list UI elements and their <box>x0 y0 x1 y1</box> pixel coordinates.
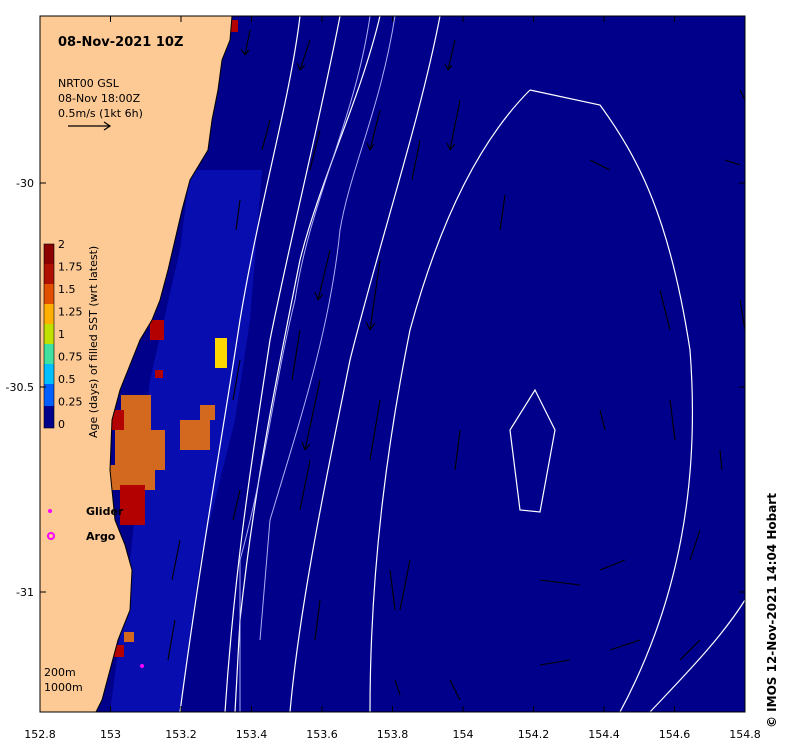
colorbar-tick-label: 1.75 <box>58 261 83 274</box>
argo-marker-icon <box>47 532 55 540</box>
x-tick-label: 154.2 <box>518 728 550 741</box>
y-tick-label: -31 <box>16 586 34 599</box>
colorbar-tick-label: 0.5 <box>58 373 76 386</box>
x-tick-label: 153.4 <box>236 728 268 741</box>
map-title: 08-Nov-2021 10Z <box>58 35 183 50</box>
isobath-lines <box>239 15 396 712</box>
x-tick-label: 154.4 <box>588 728 620 741</box>
x-tick-label: 152.8 <box>24 728 56 741</box>
current-time-label: 08-Nov 18:00Z <box>58 92 141 105</box>
credit-text: © IMOS 12-Nov-2021 14:04 Hobart <box>765 493 779 728</box>
x-tick-label: 153.6 <box>306 728 338 741</box>
colorbar <box>43 243 55 429</box>
colorbar-tick-label: 0 <box>58 418 65 431</box>
colorbar-tick-label: 0.25 <box>58 396 83 409</box>
y-tick-label: -30 <box>16 177 34 190</box>
x-tick-label: 153.2 <box>165 728 197 741</box>
current-scale-label: 0.5m/s (1kt 6h) <box>58 107 143 120</box>
land-mass <box>39 15 233 713</box>
isobath-1000-label: 1000m <box>44 681 83 694</box>
ssh-contours <box>179 15 746 713</box>
scale-arrow <box>68 121 112 131</box>
y-tick-label: -30.5 <box>6 381 34 394</box>
x-tick-label: 153.8 <box>377 728 409 741</box>
x-tick-label: 154 <box>453 728 474 741</box>
isobath-200-label: 200m <box>44 666 76 679</box>
current-vectors <box>167 29 746 701</box>
glider-legend-label: Glider <box>86 505 124 518</box>
colorbar-tick-label: 0.75 <box>58 351 83 364</box>
glider-position-icon <box>140 664 144 668</box>
x-tick-label: 153 <box>100 728 121 741</box>
glider-marker-icon <box>48 509 52 513</box>
colorbar-tick-label: 1 <box>58 328 65 341</box>
x-tick-label: 154.6 <box>659 728 691 741</box>
colorbar-tick-label: 2 <box>58 238 65 251</box>
x-tick-label: 154.8 <box>729 728 761 741</box>
argo-legend-label: Argo <box>86 530 116 543</box>
y-axis: -30 -30.5 -31 <box>6 177 745 599</box>
age-patches <box>108 20 238 657</box>
colorbar-tick-label: 1.25 <box>58 306 83 319</box>
x-axis: 152.8 153 153.2 153.4 153.6 153.8 154 154.2 154.… <box>24 16 761 741</box>
current-source-label: NRT00 GSL <box>58 77 120 90</box>
colorbar-label: Age (days) of filled SST (wrt latest) <box>87 246 100 438</box>
colorbar-tick-label: 1.5 <box>58 283 76 296</box>
colorbar-ticks: 2 1.75 1.5 1.25 1 0.75 0.5 0.25 0 <box>58 238 83 431</box>
